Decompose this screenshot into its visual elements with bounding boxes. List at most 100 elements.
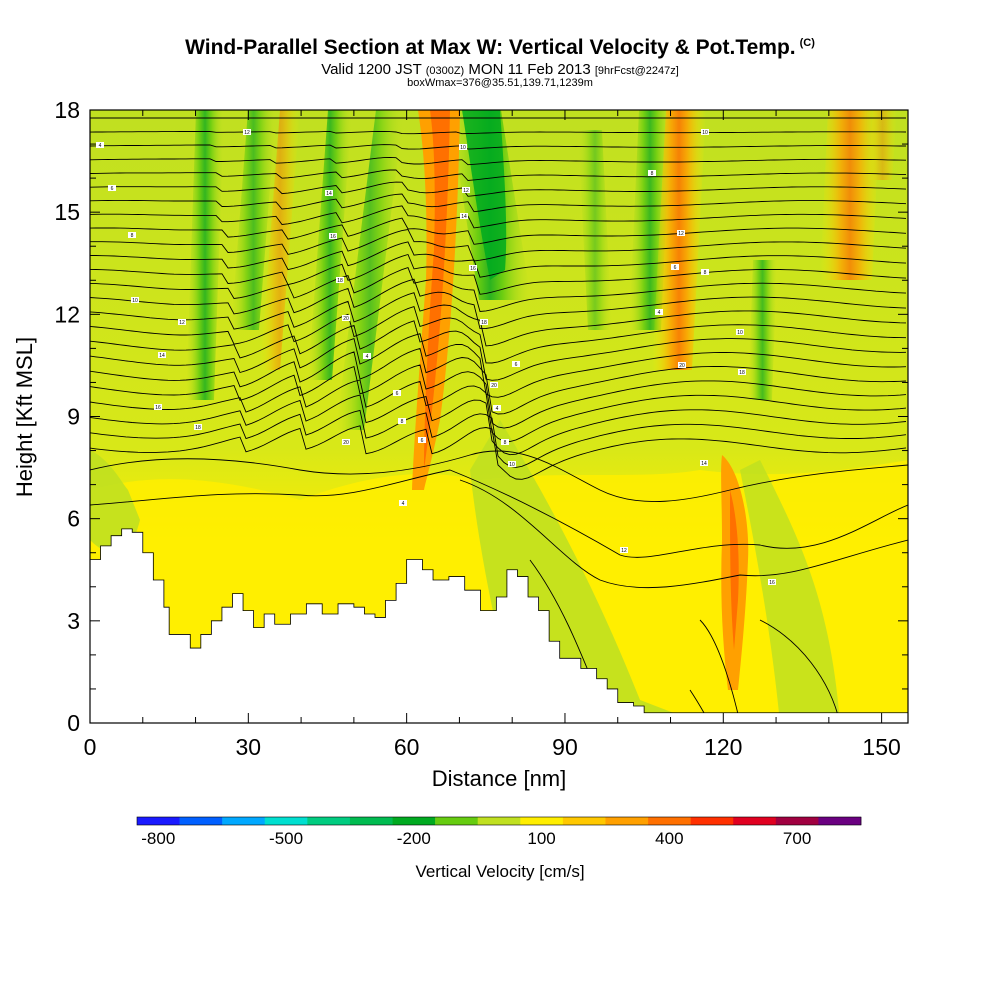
contour-label-text: 14 — [326, 191, 332, 197]
contour-label-box — [460, 213, 468, 219]
contour-label: 20 — [342, 315, 350, 322]
contour-label-box — [108, 185, 116, 191]
contour-label-box — [329, 233, 337, 239]
contour-label-text: 10 — [509, 462, 515, 468]
contour-label-box — [131, 297, 139, 303]
contour-label: 20 — [678, 362, 686, 369]
box-max-info: boxWmax=376@35.51,139.71,1239m — [407, 77, 593, 89]
contour-label-box — [325, 190, 333, 196]
pot-temp-contours: 4 6 8 10 12 14 16 18 20 4 6 8 10 12 14 16 18 20 4 6 8 10 12 14 1… — [90, 117, 908, 723]
pot-temp-contour — [90, 450, 908, 502]
y-tick-label: 18 — [54, 97, 80, 123]
contour-label: 14 — [700, 460, 708, 467]
pot-temp-contour — [90, 193, 907, 213]
pot-temp-contour — [90, 347, 907, 415]
contour-label: 6 — [418, 437, 426, 444]
pot-temp-contour — [90, 333, 907, 398]
valid-time: Valid 1200 JST — [321, 61, 422, 78]
colorbar-swatch — [179, 817, 223, 825]
y-tick-label: 3 — [67, 608, 80, 634]
pot-temp-contour — [90, 469, 908, 558]
pot-temp-contour — [759, 619, 841, 723]
copyright-mark: (C) — [799, 37, 815, 49]
velocity-band — [231, 110, 276, 330]
contour-label: 4 — [655, 309, 663, 316]
contour-label: 14 — [325, 190, 333, 197]
contour-label-box — [736, 329, 744, 335]
contour-label-text: 10 — [702, 130, 708, 136]
contour-label-text: 10 — [737, 330, 743, 336]
contour-label-box — [620, 547, 628, 553]
colorbar-swatch — [307, 817, 351, 825]
pot-temp-contour — [459, 479, 908, 589]
x-tick-label: 0 — [84, 734, 97, 760]
contour-label: 10 — [736, 329, 744, 336]
colorbar-label: Vertical Velocity [cm/s] — [415, 862, 585, 881]
contour-label-box — [363, 353, 371, 359]
velocity-band — [748, 260, 777, 400]
contour-label: 18 — [336, 277, 344, 284]
velocity-band — [186, 110, 224, 400]
colorbar-swatch — [775, 817, 819, 825]
contour-label-text: 16 — [470, 266, 476, 272]
contour-label-text: 8 — [704, 270, 707, 276]
contour-label-box — [480, 319, 488, 325]
y-tick-label: 15 — [54, 199, 80, 225]
x-tick-label: 30 — [236, 734, 262, 760]
chart-title-text: Wind-Parallel Section at Max W: Vertical… — [185, 36, 796, 59]
contour-label-box — [655, 309, 663, 315]
contour-label-text: 20 — [679, 363, 685, 369]
contour-label-box — [393, 390, 401, 396]
contour-label-text: 18 — [481, 320, 487, 326]
contour-label: 8 — [701, 269, 709, 276]
contour-label-box — [508, 461, 516, 467]
contour-label: 14 — [460, 213, 468, 220]
colorbar-swatch — [733, 817, 777, 825]
contour-label: 4 — [363, 353, 371, 360]
contour-label: 6 — [671, 264, 679, 271]
pot-temp-contour — [90, 409, 907, 468]
contour-label: 20 — [490, 382, 498, 389]
contour-label-text: 14 — [461, 214, 467, 220]
pot-temp-contour — [90, 217, 907, 245]
contour-label-text: 10 — [460, 145, 466, 151]
velocity-band — [260, 110, 300, 370]
contour-label-text: 12 — [463, 188, 469, 194]
contour-label: 10 — [508, 461, 516, 468]
colorbar-swatch — [392, 817, 436, 825]
contour-label-text: 4 — [99, 143, 102, 149]
velocity-band — [868, 110, 897, 180]
contour-label-text: 20 — [343, 316, 349, 322]
contour-label: 6 — [512, 361, 520, 368]
pot-temp-contour — [90, 320, 907, 381]
contour-label-box — [701, 129, 709, 135]
contour-label-text: 18 — [195, 425, 201, 431]
contour-label-box — [469, 265, 477, 271]
pot-temp-contour — [90, 228, 907, 262]
contour-label-text: 8 — [401, 419, 404, 425]
contour-label-text: 8 — [504, 440, 507, 446]
contour-label: 12 — [677, 230, 685, 237]
colorbar-swatch — [818, 817, 862, 825]
downdraft-core — [462, 110, 507, 280]
contour-label-text: 14 — [159, 353, 165, 359]
pot-temp-contour — [90, 156, 907, 166]
contour-label-box — [677, 230, 685, 236]
contour-label: 16 — [329, 233, 337, 240]
contour-label-text: 8 — [131, 233, 134, 239]
contour-label: 4 — [96, 142, 104, 149]
contour-label: 14 — [158, 352, 166, 359]
x-tick-label: 150 — [862, 734, 900, 760]
colorbar-tick-label: 100 — [527, 829, 555, 848]
contour-label-text: 6 — [674, 265, 677, 271]
colorbar-swatch — [222, 817, 266, 825]
pot-temp-contour — [90, 181, 907, 197]
colorbar-swatch — [477, 817, 521, 825]
contour-label-box — [399, 500, 407, 506]
contour-label-text: 20 — [343, 440, 349, 446]
contour-label-box — [243, 129, 251, 135]
contour-label: 12 — [178, 319, 186, 326]
contour-label-text: 4 — [366, 354, 369, 360]
y-tick-label: 0 — [67, 710, 80, 736]
x-tick-label: 60 — [394, 734, 420, 760]
